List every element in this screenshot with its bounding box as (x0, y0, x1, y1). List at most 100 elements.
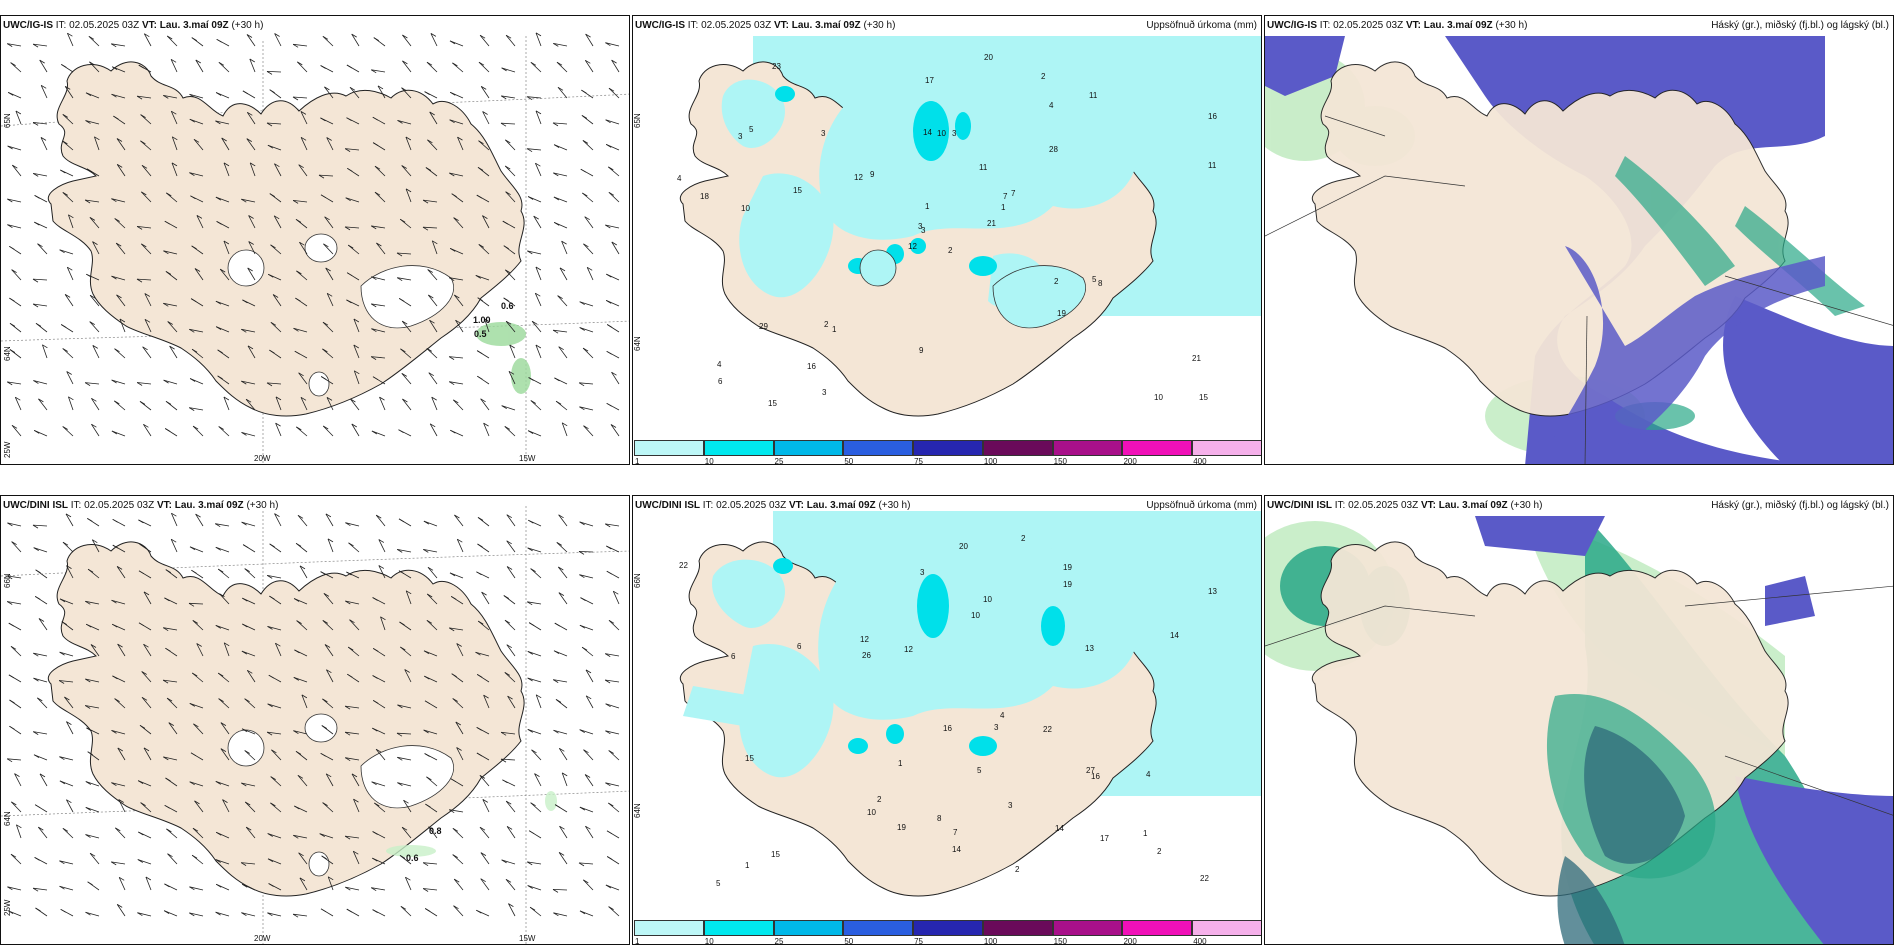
wind-barb (189, 781, 204, 787)
wind-barb-flag (299, 241, 305, 246)
wind-barb-flag (370, 303, 377, 308)
wind-barb (508, 371, 516, 385)
wind-barb-flag (505, 269, 511, 274)
wind-barb-flag (582, 140, 589, 144)
wind-barb (506, 514, 516, 527)
wind-barb-flag (14, 773, 20, 777)
wind-barb (62, 348, 74, 359)
wind-barb-flag (448, 627, 455, 632)
wind-barb-flag (9, 725, 15, 730)
precip-value: 2 (824, 320, 829, 329)
wind-barb-flag (372, 857, 378, 862)
wind-barb-flag (165, 400, 172, 405)
wind-barb-flag (529, 906, 536, 911)
precip-colorbar: 1 10 25 50 75 100 150 200 400 (633, 438, 1261, 465)
precip-value: 11 (1089, 91, 1098, 100)
wind-barb-flag (605, 703, 611, 708)
precip-value: 12 (854, 173, 863, 182)
wind-barb-flag (397, 704, 403, 709)
wind-barb-flag (9, 245, 15, 250)
wind-barb (326, 137, 334, 151)
wind-barb-flag (370, 225, 377, 230)
cloud-map (1265, 36, 1893, 464)
wind-barb (7, 381, 22, 385)
wind-barb (452, 854, 464, 865)
wind-barb (223, 162, 230, 177)
colorbar-tick-label: 50 (844, 457, 854, 465)
wind-barb-flag (372, 116, 379, 121)
colorbar-tick-label: 100 (983, 457, 998, 465)
colorbar-tick-label: 10 (704, 937, 714, 945)
wind-barb (246, 112, 256, 125)
wind-barb (171, 162, 178, 177)
wind-barb-flag (483, 422, 489, 427)
wind-barb-flag (527, 729, 534, 733)
wind-barb (611, 59, 620, 73)
wind-barb-flag (503, 595, 510, 599)
wind-barb-flag (116, 904, 123, 908)
wind-barb (267, 703, 282, 709)
wind-barb-flag (558, 346, 564, 351)
wind-barb (351, 773, 360, 787)
wind-barb-flag (216, 221, 222, 225)
wind-barb-flag (7, 224, 13, 228)
precip-value: 17 (1100, 834, 1109, 843)
wind-barb (11, 801, 22, 813)
wind-barb-flag (324, 644, 331, 648)
wind-barb-flag (7, 910, 14, 915)
wind-barb-flag (405, 136, 412, 141)
wind-barb (353, 318, 360, 333)
wind-barb (241, 912, 256, 917)
wind-barb-flag (478, 61, 485, 66)
wind-barb (215, 781, 230, 787)
wind-barb (371, 276, 386, 281)
wind-barb-flag (136, 95, 143, 100)
wind-barb (111, 782, 126, 787)
wind-barb (327, 538, 334, 553)
wind-barb (189, 93, 204, 99)
wind-barb-flag (450, 778, 457, 783)
wind-barb-flag (422, 199, 429, 204)
precip-value: 3 (822, 388, 827, 397)
wind-barb-flag (215, 911, 221, 916)
wind-barb (426, 620, 438, 631)
precip-value: 15 (793, 186, 802, 195)
wind-barb-flag (215, 546, 222, 551)
precip-value: 6 (731, 652, 736, 661)
colorbar-swatch (1122, 440, 1193, 456)
wind-barb-flag (32, 278, 39, 283)
wind-barb (143, 747, 152, 761)
wind-barb-flag (528, 830, 535, 835)
wind-barb-flag (11, 269, 17, 273)
wind-barb-flag (165, 569, 172, 573)
wind-barb-flag (450, 596, 457, 600)
wind-barb (428, 372, 438, 385)
wind-barb (89, 217, 100, 229)
wind-barb (296, 620, 308, 631)
wind-barb-flag (58, 680, 65, 684)
wind-barb (478, 140, 490, 151)
wind-barb (215, 120, 230, 125)
wind-barb-flag (526, 148, 533, 153)
lat-label: 64N (633, 803, 642, 818)
wind-barb-flag (578, 382, 585, 387)
wind-barb (500, 758, 516, 761)
wind-barb (527, 148, 542, 151)
precip-value: 4 (717, 360, 722, 369)
wind-barb-flag (191, 348, 198, 353)
wind-barb-flag (502, 220, 509, 225)
precip-value: 15 (1199, 393, 1208, 402)
wind-barb-flag (38, 618, 45, 622)
wind-barb-flag (65, 513, 72, 518)
precip-value: 8 (1098, 279, 1103, 288)
wind-barb (170, 539, 178, 553)
wind-barb-flag (215, 300, 222, 305)
wind-barb-flag (457, 136, 463, 141)
wind-barb-flag (534, 773, 540, 777)
wind-barb (241, 328, 256, 333)
wind-barb (585, 33, 594, 47)
wind-barb-flag (10, 853, 17, 858)
wind-barb-flag (275, 422, 281, 427)
wind-barb (352, 851, 360, 865)
wind-barb-flag (189, 118, 196, 123)
